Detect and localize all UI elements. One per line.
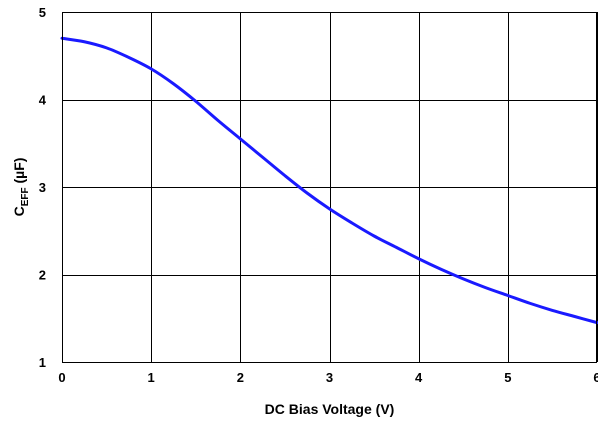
x-tick-label: 1 — [148, 370, 155, 385]
series-group — [60, 36, 598, 325]
x-tick-label: 6 — [593, 370, 598, 385]
x-axis-title: DC Bias Voltage (V) — [265, 401, 395, 417]
y-axis-title: CEFF (µF) — [11, 158, 31, 217]
y-axis-title-subscript: EFF — [20, 187, 31, 206]
y-tick-label: 1 — [39, 355, 46, 370]
x-tick-label: 0 — [58, 370, 65, 385]
y-tick-label: 3 — [39, 180, 46, 195]
y-axis-title-unit: (µF) — [11, 158, 27, 188]
y-tick-label: 5 — [39, 5, 46, 20]
y-tick-labels: 1 2 3 4 5 — [39, 5, 47, 370]
y-axis-title-main: C — [11, 206, 27, 216]
x-tick-label: 2 — [237, 370, 244, 385]
x-tick-label: 3 — [326, 370, 333, 385]
series-line — [60, 36, 598, 325]
y-tick-label: 2 — [39, 268, 46, 283]
x-tick-label: 4 — [415, 370, 423, 385]
x-tick-label: 5 — [504, 370, 511, 385]
x-tick-labels: 0 1 2 3 4 5 6 — [58, 370, 598, 385]
plot-frame — [62, 12, 597, 363]
y-tick-label: 4 — [39, 93, 47, 108]
